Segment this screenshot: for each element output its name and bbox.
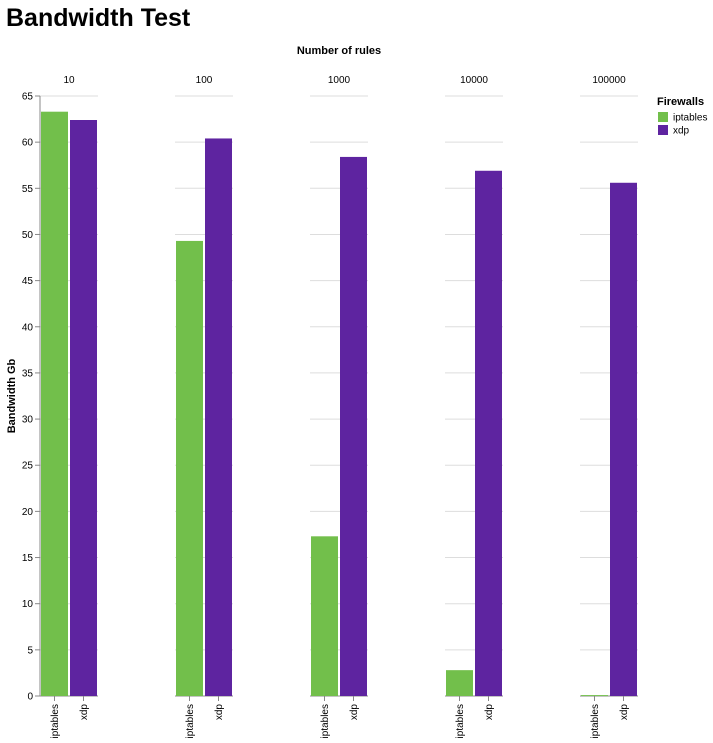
bar [446,670,473,696]
bar [41,111,68,696]
bar [205,138,232,696]
legend-label: iptables [673,113,707,124]
y-tick-label: 50 [22,230,34,241]
bar [581,695,608,696]
x-tick-label: xdp [214,704,225,721]
y-tick-label: 0 [27,692,33,703]
legend-swatch [658,125,668,135]
x-tick-label: iptables [185,704,196,738]
y-tick-label: 65 [22,92,34,103]
x-tick-label: iptables [50,704,61,738]
bar [475,170,502,696]
y-tick-label: 55 [22,184,34,195]
y-axis-label: Bandwidth Gb [6,358,18,433]
bar [70,120,97,696]
y-tick-label: 35 [22,368,34,379]
y-tick-label: 20 [22,507,34,518]
y-tick-label: 10 [22,599,34,610]
y-tick-label: 5 [27,645,33,656]
y-tick-label: 25 [22,461,34,472]
x-tick-label: iptables [590,704,601,738]
legend-label: xdp [673,126,690,137]
x-tick-label: xdp [349,704,360,721]
bar [340,156,367,696]
x-tick-label: xdp [484,704,495,721]
bar [311,536,338,696]
x-tick-label: xdp [619,704,630,721]
x-tick-label: xdp [79,704,90,721]
facet-label: 100000 [592,75,626,86]
facet-title: Number of rules [297,45,381,57]
y-tick-label: 60 [22,138,34,149]
x-tick-label: iptables [320,704,331,738]
facet-label: 10 [63,75,75,86]
y-tick-label: 40 [22,322,34,333]
facet-label: 100 [196,75,213,86]
x-tick-label: iptables [455,704,466,738]
y-tick-label: 45 [22,276,34,287]
bar [176,240,203,696]
y-tick-label: 30 [22,415,34,426]
legend-swatch [658,112,668,122]
legend-title: Firewalls [657,96,704,108]
page-title: Bandwidth Test [6,4,191,32]
facet-label: 10000 [460,75,488,86]
bar [610,182,637,696]
facet-label: 1000 [328,75,351,86]
y-tick-label: 15 [22,553,34,564]
